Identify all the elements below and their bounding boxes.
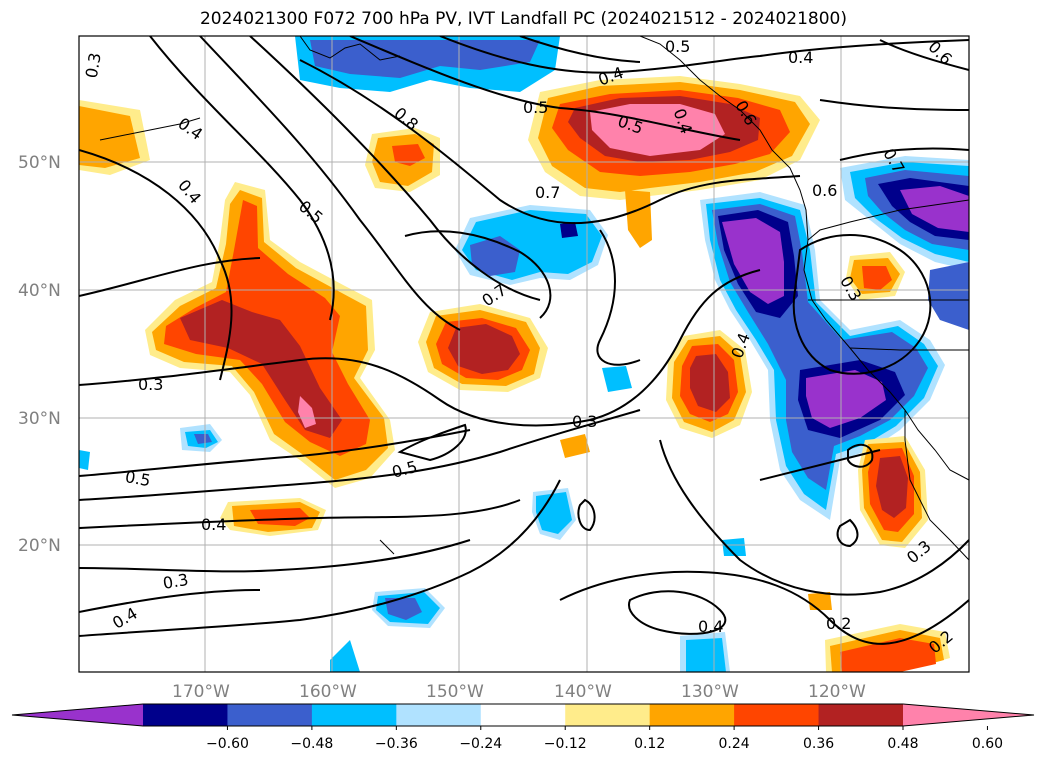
colorbar-segment	[480, 704, 566, 726]
lon-label-130w: 130°W	[681, 682, 739, 702]
lat-label-20n: 20°N	[18, 536, 61, 556]
colorbar-segment	[565, 704, 651, 726]
contour-label: 0.4	[201, 515, 226, 534]
colorbar-extend-low	[12, 704, 143, 726]
latitude-labels: 50°N 40°N 30°N 20°N	[18, 153, 61, 556]
contour-label: 0.5	[665, 37, 690, 56]
lon-label-170w: 170°W	[172, 682, 230, 702]
lat-label-30n: 30°N	[18, 409, 61, 429]
colorbar-segment	[818, 704, 904, 726]
contour-label: 0.3	[161, 570, 189, 593]
colorbar-segment	[734, 704, 820, 726]
colorbar-tick-label: 0.24	[719, 736, 750, 752]
lat-label-40n: 40°N	[18, 281, 61, 301]
lon-label-160w: 160°W	[299, 682, 357, 702]
contour-label: 0.5	[124, 467, 152, 490]
colorbar-tick-label: −0.12	[544, 736, 587, 752]
contour-label: 0.3	[138, 375, 163, 394]
lon-label-150w: 150°W	[426, 682, 484, 702]
lon-label-140w: 140°W	[554, 682, 612, 702]
colorbar-tick-label: 0.48	[887, 736, 918, 752]
lon-label-120w: 120°W	[808, 682, 866, 702]
colorbar-segment	[396, 704, 482, 726]
colorbar-tick-label: −0.24	[459, 736, 502, 752]
contour-label: 0.3	[82, 51, 105, 79]
contour-label: 0.3	[572, 412, 597, 431]
colorbar-extend-high	[903, 704, 1034, 726]
contour-label: 0.5	[523, 98, 548, 117]
colorbar-tick-label: 0.12	[634, 736, 665, 752]
colorbar-segment	[227, 704, 313, 726]
contour-label: 0.7	[535, 183, 560, 202]
colorbar-tick-label: −0.48	[290, 736, 333, 752]
contour-label: 0.4	[788, 48, 813, 67]
map-frame	[78, 35, 970, 673]
colorbar-tick-label: 0.36	[803, 736, 834, 752]
colorbar-tick-label: −0.36	[375, 736, 418, 752]
contour-label: 0.4	[698, 617, 723, 636]
colorbar: −0.60 −0.48 −0.36 −0.24 −0.12 0.12 0.24 0.36 0.4…	[11, 703, 1035, 752]
lat-label-50n: 50°N	[18, 153, 61, 173]
longitude-labels: 170°W 160°W 150°W 140°W 130°W 120°W	[172, 682, 866, 702]
contour-label: 0.6	[812, 181, 837, 200]
colorbar-segment	[649, 704, 735, 726]
colorbar-tick-label: 0.60	[972, 736, 1003, 752]
pv-contours	[79, 36, 969, 645]
colorbar-segment	[143, 704, 228, 726]
coastlines	[99, 36, 969, 561]
colorbar-segment	[311, 704, 397, 726]
map-gridlines	[79, 36, 969, 672]
contour-label: 0.2	[826, 614, 851, 633]
pv-ivt-shading	[79, 36, 969, 672]
colorbar-tick-label: −0.60	[206, 736, 249, 752]
figure-title: 2024021300 F072 700 hPa PV, IVT Landfall…	[199, 9, 847, 29]
